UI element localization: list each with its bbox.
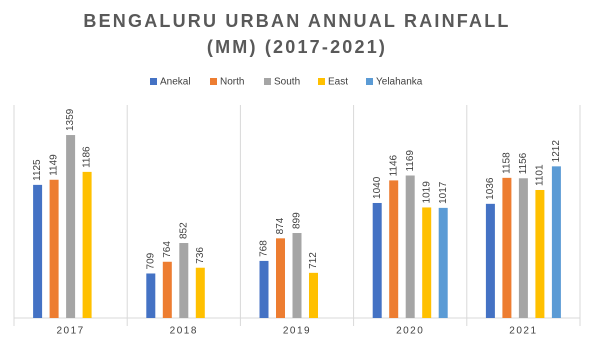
legend-label: East [328,77,348,88]
bar [292,233,302,318]
bar [49,179,59,318]
legend-swatch [318,78,325,85]
x-tick-label: 2018 [170,326,198,337]
x-tick-label: 2017 [56,326,84,337]
bar [405,175,415,318]
legend-swatch [366,78,373,85]
legend-label: North [220,77,244,88]
data-label: 1146 [388,154,399,176]
bar [422,207,432,318]
bar [179,243,189,318]
data-label: 1186 [82,146,93,168]
bar [82,171,92,318]
bar [551,166,561,318]
data-label: 1019 [421,181,432,204]
bar [259,260,269,318]
bar [535,189,545,318]
data-label: 1359 [65,108,76,131]
legend-label: Yelahanka [376,77,423,88]
data-label: 852 [178,222,189,239]
data-label: 1101 [535,164,546,186]
data-label: 1212 [551,140,562,163]
legend-label: South [274,77,300,88]
bar [66,135,76,318]
data-label: 709 [145,252,156,269]
data-label: 874 [275,217,286,234]
data-label: 1149 [49,154,60,176]
data-label: 1169 [405,150,416,172]
bar [276,238,285,318]
legend-swatch [210,78,217,85]
x-tick-label: 2019 [283,326,311,337]
data-label: 768 [259,240,270,257]
x-tick-label: 2020 [396,326,424,337]
data-label: 764 [162,241,173,258]
data-label: 1036 [485,177,496,200]
data-label: 1158 [502,152,513,174]
legend-label: Anekal [160,77,191,88]
bar [518,178,528,318]
data-label: 712 [308,252,319,269]
chart-title: BENGALURU URBAN ANNUAL RAINFALL (MM) (20… [83,11,511,57]
legend-swatch [264,78,271,85]
data-label: 1125 [32,159,43,181]
legend-swatch [150,78,157,85]
bar [502,177,512,318]
bar [372,202,382,318]
bar [162,261,172,318]
bar [485,203,495,318]
data-label: 1040 [372,176,383,199]
bar [195,267,205,318]
bar [438,207,448,318]
data-label: 1156 [518,152,529,174]
data-label: 736 [195,247,206,264]
bar [33,184,43,318]
bar [389,180,399,318]
bar [309,272,318,318]
x-tick-label: 2021 [509,326,537,337]
data-label: 1017 [438,181,449,204]
data-label: 899 [292,212,303,229]
bar [146,273,156,318]
